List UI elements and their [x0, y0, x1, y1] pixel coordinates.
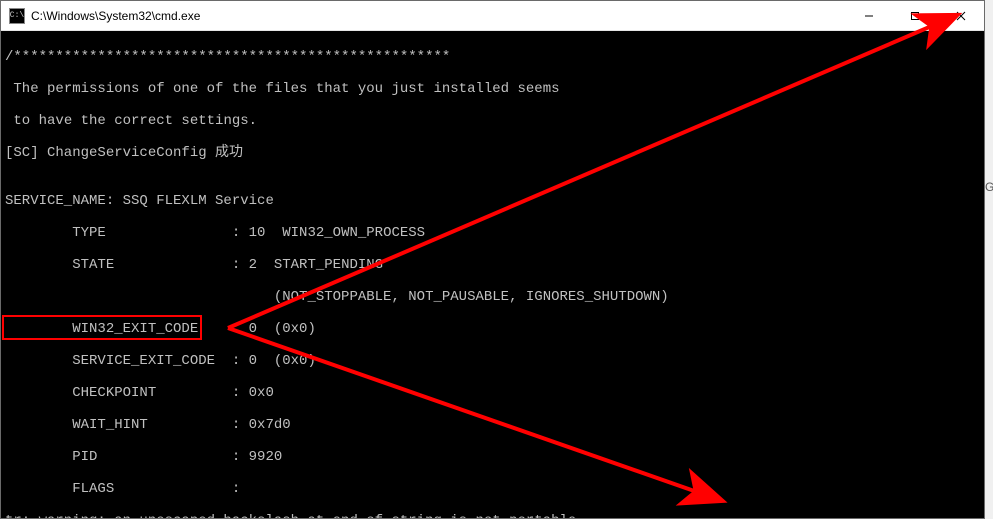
- minimize-button[interactable]: [846, 1, 892, 31]
- console-line: to have the correct settings.: [5, 113, 980, 129]
- console-line: STATE : 2 START_PENDING: [5, 257, 980, 273]
- console-line: SERVICE_NAME: SSQ FLEXLM Service: [5, 193, 980, 209]
- console-line: WIN32_EXIT_CODE : 0 (0x0): [5, 321, 980, 337]
- console-line: WAIT_HINT : 0x7d0: [5, 417, 980, 433]
- console-output[interactable]: /***************************************…: [1, 31, 984, 518]
- window-title: C:\Windows\System32\cmd.exe: [31, 9, 846, 23]
- minimize-icon: [864, 11, 874, 21]
- background-strip: [985, 30, 993, 519]
- titlebar[interactable]: C:\ C:\Windows\System32\cmd.exe: [1, 1, 984, 31]
- background-letter: G: [985, 180, 993, 194]
- console-line: [SC] ChangeServiceConfig 成功: [5, 145, 980, 161]
- console-line: FLAGS :: [5, 481, 980, 497]
- console-line: SERVICE_EXIT_CODE : 0 (0x0): [5, 353, 980, 369]
- console-line: (NOT_STOPPABLE, NOT_PAUSABLE, IGNORES_SH…: [5, 289, 980, 305]
- maximize-icon: [910, 11, 920, 21]
- console-line: /***************************************…: [5, 49, 980, 65]
- console-line: CHECKPOINT : 0x0: [5, 385, 980, 401]
- console-line: PID : 9920: [5, 449, 980, 465]
- console-line: tr: warning: an unescaped backslash at e…: [5, 513, 980, 518]
- cmd-window: C:\ C:\Windows\System32\cmd.exe /*******…: [0, 0, 985, 519]
- console-line: TYPE : 10 WIN32_OWN_PROCESS: [5, 225, 980, 241]
- maximize-button[interactable]: [892, 1, 938, 31]
- close-button[interactable]: [938, 1, 984, 31]
- cmd-icon: C:\: [9, 8, 25, 24]
- window-controls: [846, 1, 984, 31]
- close-icon: [956, 11, 966, 21]
- console-line: The permissions of one of the files that…: [5, 81, 980, 97]
